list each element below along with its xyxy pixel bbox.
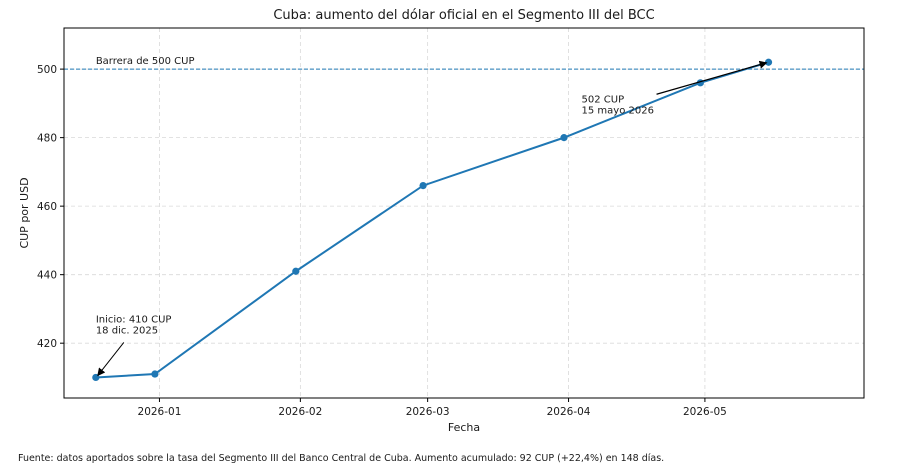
annotation-start-line: Inicio: 410 CUP xyxy=(96,314,172,325)
x-tick-label: 2026-01 xyxy=(138,406,182,418)
reference-line-label: Barrera de 500 CUP xyxy=(96,56,195,67)
x-tick-label: 2026-04 xyxy=(547,406,591,418)
plot-frame xyxy=(63,27,865,399)
y-tick-label: 420 xyxy=(37,338,57,350)
annotations-group: Inicio: 410 CUP 18 dic. 2025 502 CUP 15 may… xyxy=(96,60,768,377)
y-tick-label: 460 xyxy=(37,201,57,213)
annotation-start-text: Inicio: 410 CUP 18 dic. 2025 xyxy=(96,314,172,336)
data-point xyxy=(764,58,773,66)
data-point xyxy=(419,181,427,190)
chart-title: Cuba: aumento del dólar oficial en el Se… xyxy=(273,8,654,23)
y-tick-label: 440 xyxy=(37,270,57,282)
y-axis-label: CUP por USD xyxy=(18,177,31,248)
reference-line-group: Barrera de 500 CUP xyxy=(64,56,864,70)
annotation-end-line: 15 mayo 2026 xyxy=(582,105,654,116)
grid-lines xyxy=(64,28,864,398)
x-axis-label: Fecha xyxy=(448,421,480,434)
y-tick-label: 480 xyxy=(37,133,57,145)
y-tick-label: 500 xyxy=(37,64,57,76)
x-tick-label: 2026-03 xyxy=(406,406,450,418)
data-point xyxy=(151,370,159,378)
data-point xyxy=(292,267,300,275)
annotation-end-text: 502 CUP 15 mayo 2026 xyxy=(582,94,654,116)
series-line xyxy=(95,61,769,379)
annotation-start-arrow xyxy=(97,342,125,377)
x-tick-label: 2026-05 xyxy=(683,406,727,418)
annotation-end-line: 502 CUP xyxy=(582,94,625,105)
annotation-end-arrow xyxy=(656,60,768,95)
series-group xyxy=(92,58,773,382)
annotation-start-line: 18 dic. 2025 xyxy=(96,325,158,336)
source-footnote: Fuente: datos aportados sobre la tasa de… xyxy=(18,453,665,464)
y-axis-ticks: 420 440 460 480 500 xyxy=(37,64,64,350)
data-point xyxy=(560,134,568,142)
x-tick-label: 2026-02 xyxy=(278,406,322,418)
x-axis-ticks: 2026-01 2026-02 2026-03 2026-04 2026-05 xyxy=(138,398,727,418)
